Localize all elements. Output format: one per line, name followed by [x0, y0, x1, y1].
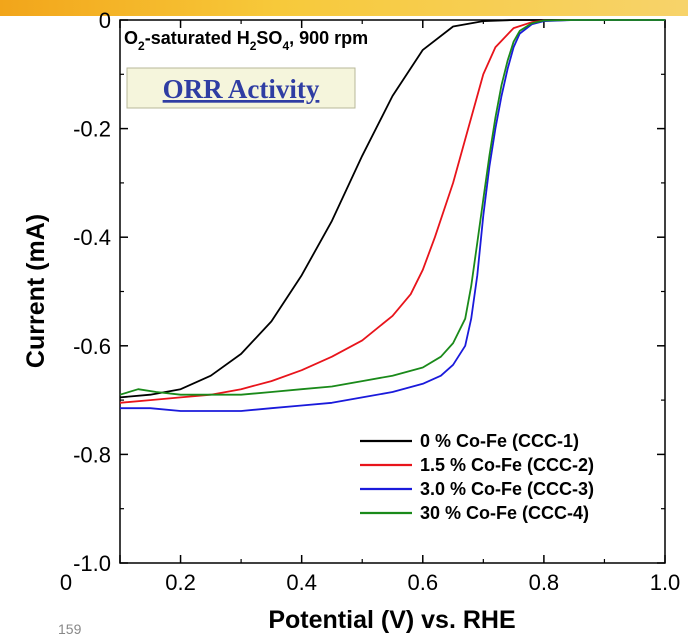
x-tick-label: 0.6 [407, 570, 438, 595]
series-line-3 [120, 19, 665, 412]
x-tick-label: 0 [60, 570, 72, 595]
legend-label-3: 3.0 % Co-Fe (CCC-3) [420, 479, 594, 499]
series-line-4 [119, 19, 665, 396]
y-tick-label: -0.4 [73, 225, 111, 250]
badge-label: ORR Activity [163, 74, 320, 104]
legend: 0 % Co-Fe (CCC-1) 1.5 % Co-Fe (CCC-2) 3.0 … [360, 431, 594, 523]
x-tick-label: 0.2 [165, 570, 196, 595]
series-lines [119, 19, 665, 412]
legend-label-1: 0 % Co-Fe (CCC-1) [420, 431, 579, 451]
legend-label-2: 1.5 % Co-Fe (CCC-2) [420, 455, 594, 475]
x-tick-label: 1.0 [650, 570, 681, 595]
y-tick-label: -0.6 [73, 334, 111, 359]
x-axis-title: Potential (V) vs. RHE [268, 606, 515, 634]
y-tick-label: 0 [99, 8, 111, 33]
y-axis-title: Current (mA) [22, 214, 50, 368]
y-tick-label: -0.8 [73, 442, 111, 467]
page-number: 159 [58, 621, 82, 635]
badge-box [126, 67, 356, 109]
header-bar [0, 0, 688, 16]
y-tick-label: -0.2 [73, 117, 111, 142]
legend-label-4: 30 % Co-Fe (CCC-4) [420, 503, 589, 523]
condition-label: O2-saturated H2SO4, 900 rpm [124, 28, 368, 53]
x-tick-label: 0.4 [286, 570, 317, 595]
y-tick-label: -1.0 [73, 551, 111, 576]
x-tick-label: 0.8 [529, 570, 560, 595]
